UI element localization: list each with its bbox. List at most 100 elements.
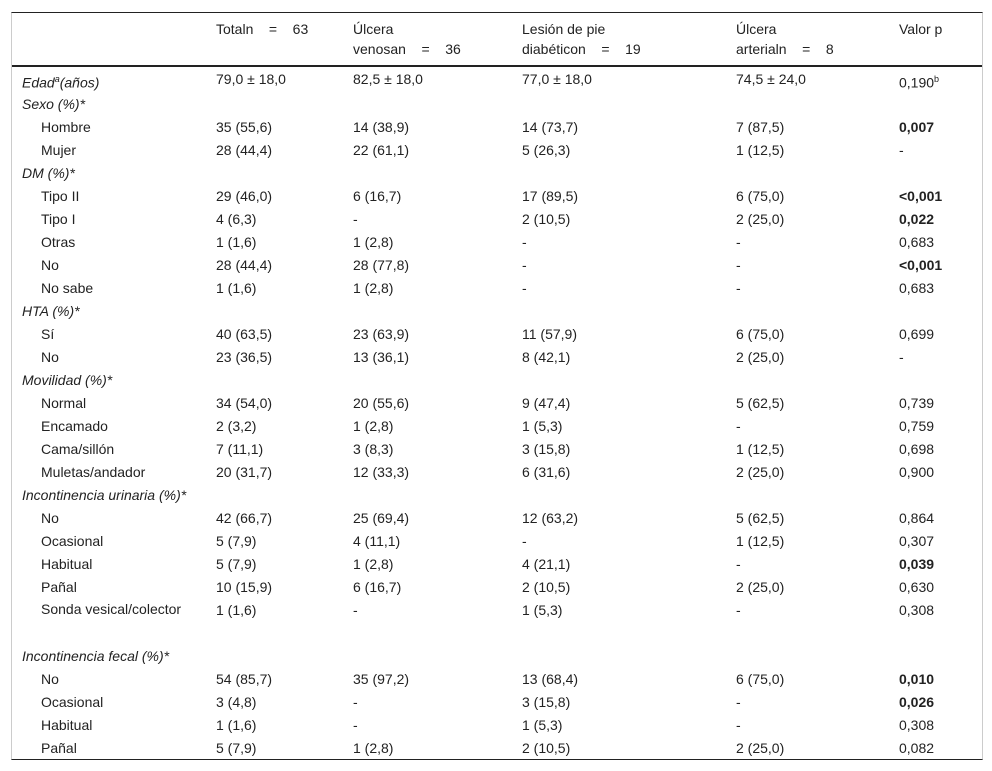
cell-total: 20 (31,7) <box>216 460 353 483</box>
table-row: Habitual 1 (1,6) - 1 (5,3) - 0,308 <box>12 713 982 736</box>
cell-total: 4 (6,3) <box>216 207 353 230</box>
cell-venous: 20 (55,6) <box>353 391 522 414</box>
cell-diabetic: 14 (73,7) <box>522 115 736 138</box>
cell-diabetic: 1 (5,3) <box>522 713 736 736</box>
cell-p-value: - <box>899 345 982 368</box>
cell-arterial-text: 5 (62,5) <box>736 509 785 526</box>
row-label-text: DM (%)* <box>22 164 75 181</box>
table-row: Encamado 2 (3,2) 1 (2,8) 1 (5,3) - 0,759 <box>12 414 982 437</box>
row-label: Pañal <box>12 575 216 598</box>
cell-total: 28 (44,4) <box>216 138 353 161</box>
row-label-text: Tipo I <box>41 210 76 227</box>
cell-arterial <box>736 644 899 667</box>
cell-diabetic-text: - <box>522 279 527 296</box>
cell-diabetic-text: 1 (5,3) <box>522 716 563 733</box>
cell-total-text: 40 (63,5) <box>216 325 273 342</box>
cell-arterial <box>736 161 899 184</box>
cell-venous <box>353 483 522 506</box>
table-row: Cama/sillón 7 (11,1) 3 (8,3) 3 (15,8) 1 (12,… <box>12 437 982 460</box>
cell-arterial-text: 7 (87,5) <box>736 118 785 135</box>
cell-venous-text: 1 (2,8) <box>353 555 394 572</box>
cell-arterial-text: 6 (75,0) <box>736 187 785 204</box>
cell-p-value-text: - <box>899 141 904 158</box>
row-label-text: Incontinencia fecal (%)* <box>22 647 170 664</box>
cell-venous-text: 6 (16,7) <box>353 578 402 595</box>
cell-diabetic <box>522 368 736 391</box>
cell-venous-text: - <box>353 210 358 227</box>
cell-diabetic: - <box>522 276 736 299</box>
cell-p-value <box>899 644 982 667</box>
table-row: Pañal 10 (15,9) 6 (16,7) 2 (10,5) 2 (25,0) 0,… <box>12 575 982 598</box>
cell-total <box>216 483 353 506</box>
cell-venous-text: - <box>353 693 358 710</box>
row-label: Ocasional <box>12 529 216 552</box>
cell-diabetic-text: 3 (15,8) <box>522 440 571 457</box>
row-label-text: Movilidad (%)* <box>22 371 113 388</box>
cell-arterial: 1 (12,5) <box>736 529 899 552</box>
cell-total-text: 5 (7,9) <box>216 555 257 572</box>
cell-diabetic-text: 9 (47,4) <box>522 394 571 411</box>
cell-total-text: 29 (46,0) <box>216 187 273 204</box>
cell-p-value: 0,308 <box>899 713 982 736</box>
table-row: Pañal 5 (7,9) 1 (2,8) 2 (10,5) 2 (25,0) 0,082 <box>12 736 982 759</box>
cell-diabetic-text: 5 (26,3) <box>522 141 571 158</box>
cell-venous-text: 35 (97,2) <box>353 670 410 687</box>
cell-total-text: 28 (44,4) <box>216 141 273 158</box>
row-label: Habitual <box>12 552 216 575</box>
cell-diabetic <box>522 299 736 322</box>
cell-total-text: 3 (4,8) <box>216 693 257 710</box>
cell-total: 7 (11,1) <box>216 437 353 460</box>
cell-total-text: 5 (7,9) <box>216 739 257 756</box>
cell-arterial-text: 2 (25,0) <box>736 210 785 227</box>
row-label-text: HTA (%)* <box>22 302 80 319</box>
cell-venous: 3 (8,3) <box>353 437 522 460</box>
cell-diabetic: - <box>522 230 736 253</box>
cell-arterial-text: 5 (62,5) <box>736 394 785 411</box>
cell-p-value-text: 0,010 <box>899 670 935 687</box>
cell-p-value: 0,698 <box>899 437 982 460</box>
cell-total: 40 (63,5) <box>216 322 353 345</box>
cell-diabetic: - <box>522 253 736 276</box>
cell-venous-text: 3 (8,3) <box>353 440 394 457</box>
cell-p-value: 0,190b <box>899 66 982 92</box>
cell-diabetic-text: 11 (57,9) <box>522 325 577 342</box>
table-row: No 54 (85,7) 35 (97,2) 13 (68,4) 6 (75,0) 0,0… <box>12 667 982 690</box>
cell-arterial: - <box>736 253 899 276</box>
cell-total <box>216 299 353 322</box>
cell-total-text: 1 (1,6) <box>216 233 257 250</box>
category-label: Edada(años) <box>12 66 216 92</box>
cell-diabetic: 1 (5,3) <box>522 414 736 437</box>
cell-p-value-text: 0,699 <box>899 325 935 342</box>
table-row: Ocasional 5 (7,9) 4 (11,1) - 1 (12,5) 0,307 <box>12 529 982 552</box>
cell-diabetic-text: 8 (42,1) <box>522 348 571 365</box>
cell-venous: 1 (2,8) <box>353 552 522 575</box>
cell-venous: 28 (77,8) <box>353 253 522 276</box>
cell-arterial <box>736 368 899 391</box>
cell-arterial: - <box>736 552 899 575</box>
row-label: No <box>12 345 216 368</box>
cell-arterial-text: 6 (75,0) <box>736 325 785 342</box>
cell-venous: - <box>353 713 522 736</box>
cell-arterial-text: - <box>736 256 741 273</box>
cell-p-value-text: 0,683 <box>899 233 935 250</box>
cell-total-text: 1 (1,6) <box>216 279 257 296</box>
cell-total: 1 (1,6) <box>216 276 353 299</box>
cell-diabetic-text: 1 (5,3) <box>522 417 563 434</box>
row-label-text: Normal <box>41 394 87 411</box>
cell-diabetic-text: 2 (10,5) <box>522 739 571 756</box>
footnote-marker: a <box>54 74 60 84</box>
cell-p-value <box>899 483 982 506</box>
cell-venous-text: 6 (16,7) <box>353 187 402 204</box>
row-label: Tipo II <box>12 184 216 207</box>
table-row: DM (%)* <box>12 161 982 184</box>
cell-p-value <box>899 299 982 322</box>
cell-diabetic-text: - <box>522 256 527 273</box>
cell-arterial <box>736 92 899 115</box>
table-header-row: Totaln = 63 Úlcera venosan = 36 Lesión d… <box>12 13 982 67</box>
cell-diabetic: 5 (26,3) <box>522 138 736 161</box>
cell-p-value: 0,630 <box>899 575 982 598</box>
cell-total-text: 7 (11,1) <box>216 440 264 457</box>
cell-arterial: 74,5 ± 24,0 <box>736 66 899 92</box>
table-row: Sí 40 (63,5) 23 (63,9) 11 (57,9) 6 (75,0) 0,6… <box>12 322 982 345</box>
cell-diabetic: 17 (89,5) <box>522 184 736 207</box>
